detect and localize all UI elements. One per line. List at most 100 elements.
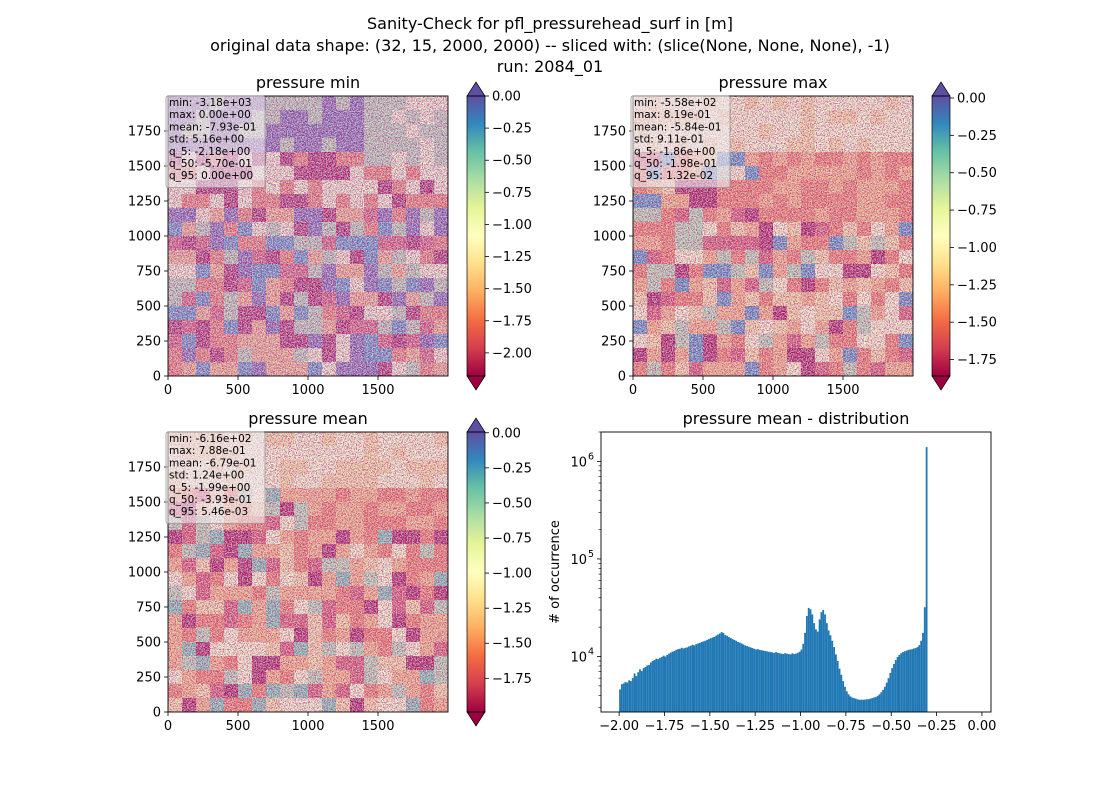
- histogram-bar: [809, 609, 812, 712]
- histogram-bar: [903, 651, 906, 712]
- y-tick-label: 750: [601, 265, 626, 280]
- x-tick-label: −1.25: [735, 719, 775, 734]
- histogram-bar: [778, 653, 781, 712]
- histogram-bar: [913, 648, 915, 712]
- x-tick-label: 1000: [291, 719, 324, 734]
- colorbar-extend-max: [931, 81, 951, 97]
- histogram-bar: [700, 641, 703, 712]
- histogram-bar: [626, 682, 629, 712]
- y-tick-label: 250: [136, 335, 161, 350]
- histogram-bar: [827, 630, 830, 712]
- histogram-bar: [831, 640, 834, 712]
- histogram-bar: [836, 660, 839, 712]
- y-tick-exponent: 4: [588, 647, 594, 658]
- histogram-bar: [755, 649, 757, 712]
- histogram-bar: [818, 619, 821, 712]
- y-tick-label: 500: [601, 300, 626, 315]
- histogram-bar: [923, 607, 926, 712]
- y-tick-label: 750: [136, 601, 161, 616]
- histogram-bar: [902, 652, 904, 712]
- colorbar-gradient: [467, 96, 485, 376]
- x-tick-label: −1.50: [690, 719, 730, 734]
- stats-line: q_5: -1.99e+00: [169, 482, 250, 494]
- histogram-bar: [898, 654, 901, 712]
- y-tick-label: 0: [153, 706, 161, 721]
- histogram-bar: [630, 681, 632, 712]
- histogram-bar: [666, 654, 669, 712]
- y-tick-label: 250: [136, 671, 161, 686]
- histogram-bar: [874, 696, 877, 712]
- x-tick-label: 0: [164, 383, 172, 398]
- histogram-bar: [813, 623, 816, 712]
- y-tick-label: 1000: [128, 230, 161, 245]
- histogram-bar: [845, 691, 848, 712]
- histogram-bar: [796, 652, 799, 712]
- histogram-bar: [662, 655, 665, 712]
- x-tick-label: 1500: [826, 383, 859, 398]
- x-tick-label: −1.00: [781, 719, 821, 734]
- histogram-bar: [633, 673, 636, 712]
- stats-box: [630, 95, 731, 188]
- histogram-bar: [711, 637, 714, 712]
- suptitle-line-2: original data shape: (32, 15, 2000, 2000…: [210, 36, 890, 55]
- panel-title: pressure min: [256, 73, 360, 92]
- colorbar-tick-label: −1.50: [492, 637, 532, 652]
- colorbar-tick-label: −1.75: [957, 353, 997, 368]
- y-tick-label: 0: [618, 370, 626, 385]
- histogram-bar: [791, 653, 794, 712]
- panel-pressure-min: pressure min 0 500 1000 1500 0 250 500 750 1000 12…: [128, 73, 532, 398]
- histogram-bar: [820, 612, 823, 712]
- histogram-bar: [648, 664, 650, 712]
- histogram-bar: [883, 686, 886, 712]
- histogram-bar: [698, 642, 701, 712]
- y-tick-label: 1000: [593, 230, 626, 245]
- stats-line: mean: -7.93e-01: [169, 121, 256, 133]
- histogram-bar: [871, 698, 874, 712]
- histogram-bar: [682, 648, 685, 712]
- histogram-bar: [789, 654, 792, 712]
- histogram-bar: [900, 653, 903, 712]
- histogram-bar: [885, 682, 888, 712]
- histogram-bar: [786, 653, 788, 712]
- histogram-bar: [782, 654, 785, 712]
- y-tick-label: 1250: [128, 195, 161, 210]
- histogram-bar: [914, 648, 917, 712]
- histogram-bar: [829, 635, 832, 712]
- histogram-bar: [640, 671, 643, 712]
- colorbar-extend-min: [931, 375, 951, 391]
- histogram-bar: [816, 631, 819, 712]
- stats-line: std: 5.16e+00: [169, 134, 244, 146]
- x-tick-label: 0: [164, 719, 172, 734]
- histogram-bar: [668, 653, 670, 712]
- x-tick-label: 0.00: [967, 719, 996, 734]
- colorbar-tick-label: −0.75: [492, 186, 532, 201]
- stats-line: std: 1.24e+00: [169, 470, 244, 482]
- histogram-bar: [686, 647, 689, 712]
- y-tick-label: 250: [601, 335, 626, 350]
- histogram-bar: [733, 639, 736, 712]
- colorbar-tick-label: −1.50: [957, 316, 997, 331]
- histogram-bar: [787, 654, 790, 712]
- stats-line: min: -5.58e+02: [634, 97, 716, 109]
- histogram-bar: [862, 699, 865, 712]
- y-tick-label: 1000: [128, 566, 161, 581]
- histogram-bar: [922, 632, 924, 712]
- x-tick-label: 0: [629, 383, 637, 398]
- y-tick-label: 750: [136, 265, 161, 280]
- histogram-bar: [838, 668, 841, 712]
- histogram-bar: [660, 656, 663, 712]
- colorbar-extend-min: [466, 375, 486, 391]
- histogram-bar: [727, 637, 730, 712]
- histogram-bar: [764, 650, 767, 712]
- colorbar-tick-label: 0.00: [492, 426, 521, 441]
- histogram-bar: [740, 643, 743, 712]
- histogram-bar: [744, 645, 747, 712]
- histogram-bar: [769, 652, 772, 712]
- histogram-bar: [911, 649, 913, 712]
- colorbar-tick-label: −0.75: [492, 532, 532, 547]
- colorbar: 0.00 −0.25 −0.50 −0.75 −1.00 −1.25 −1.50 −1.75: [466, 417, 532, 727]
- x-tick-label: 1500: [361, 383, 394, 398]
- histogram-bar: [835, 654, 837, 712]
- histogram-bar: [854, 698, 857, 712]
- colorbar-extend-max: [466, 81, 486, 97]
